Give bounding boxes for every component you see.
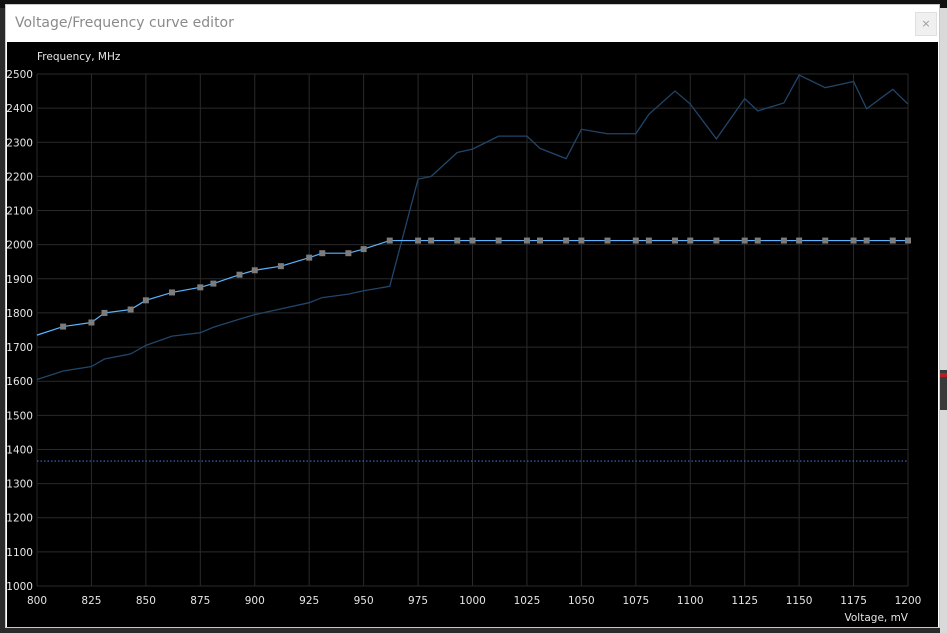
x-tick-label: 850	[136, 595, 156, 607]
y-tick-label: 2200	[7, 171, 33, 183]
x-tick-label: 1025	[514, 595, 541, 607]
y-tick-label: 1700	[7, 342, 33, 354]
curve-point-handle[interactable]	[142, 297, 149, 304]
x-tick-label: 1125	[731, 595, 758, 607]
curve-point-handle[interactable]	[905, 237, 911, 244]
y-tick-label: 2000	[7, 240, 33, 252]
y-tick-label: 1900	[7, 274, 33, 286]
curve-point-handle[interactable]	[563, 237, 570, 244]
curve-point-handle[interactable]	[428, 237, 435, 244]
close-button[interactable]: ×	[915, 12, 937, 36]
curve-point-handle[interactable]	[632, 237, 639, 244]
curve-point-handle[interactable]	[850, 237, 857, 244]
curve-point-handle[interactable]	[306, 254, 313, 261]
x-tick-label: 925	[299, 595, 319, 607]
y-tick-label: 2500	[7, 69, 33, 81]
y-tick-label: 1600	[7, 376, 33, 388]
y-tick-label: 2100	[7, 206, 33, 218]
curve-point-handle[interactable]	[469, 237, 476, 244]
curve-point-handle[interactable]	[127, 306, 134, 313]
curve-point-handle[interactable]	[345, 250, 352, 257]
title-bar[interactable]: Voltage/Frequency curve editor ×	[6, 5, 939, 41]
y-tick-label: 1400	[7, 444, 33, 456]
x-tick-label: 825	[81, 595, 101, 607]
x-tick-label: 975	[408, 595, 428, 607]
curve-point-handle[interactable]	[495, 237, 502, 244]
y-tick-label: 1500	[7, 410, 33, 422]
x-tick-label: 1175	[840, 595, 867, 607]
x-tick-label: 1100	[677, 595, 704, 607]
curve-point-handle[interactable]	[88, 319, 95, 326]
y-tick-label: 1300	[7, 479, 33, 491]
x-axis-label: Voltage, mV	[845, 612, 909, 624]
x-tick-label: 800	[27, 595, 47, 607]
x-tick-label: 875	[190, 595, 210, 607]
curve-point-handle[interactable]	[386, 237, 393, 244]
curve-point-handle[interactable]	[454, 237, 461, 244]
default-curve-line	[36, 74, 909, 381]
curve-point-handle[interactable]	[360, 246, 367, 253]
vf-curve-chart[interactable]: 800 825 850 875 900 925 950 975 1000 1025 1050 1075…	[6, 42, 938, 627]
curve-point-handle[interactable]	[277, 263, 284, 270]
curve-point-handle[interactable]	[578, 237, 585, 244]
curve-point-handle[interactable]	[780, 237, 787, 244]
curve-point-handle[interactable]	[687, 237, 694, 244]
curve-point-handle[interactable]	[822, 237, 829, 244]
y-tick-label: 1800	[7, 308, 33, 320]
curve-point-handle[interactable]	[754, 237, 761, 244]
window-title: Voltage/Frequency curve editor	[15, 15, 234, 31]
y-tick-label: 1200	[7, 513, 33, 525]
curve-point-handle[interactable]	[236, 271, 243, 278]
y-tick-label: 1100	[7, 547, 33, 559]
curve-point-handle[interactable]	[251, 267, 258, 274]
curve-point-handle[interactable]	[537, 237, 544, 244]
curve-point-handle[interactable]	[889, 237, 896, 244]
curve-point-handle[interactable]	[169, 289, 176, 296]
curve-point-handle[interactable]	[523, 237, 530, 244]
x-tick-label: 1075	[622, 595, 649, 607]
curve-editor-window: Voltage/Frequency curve editor × 800 825 8…	[5, 4, 940, 628]
y-tick-label: 2400	[7, 103, 33, 115]
x-tick-label: 1200	[895, 595, 922, 607]
x-tick-label: 1000	[459, 595, 486, 607]
y-axis-label: Frequency, MHz	[37, 51, 121, 63]
curve-point-handle[interactable]	[645, 237, 652, 244]
curve-point-handle[interactable]	[672, 237, 679, 244]
close-icon: ×	[921, 17, 931, 30]
x-tick-label: 1150	[786, 595, 813, 607]
curve-point-handle[interactable]	[863, 237, 870, 244]
y-tick-label: 1000	[7, 581, 33, 593]
curve-point-handle[interactable]	[415, 237, 422, 244]
curve-point-handle[interactable]	[210, 280, 217, 287]
curve-point-handle[interactable]	[60, 323, 67, 330]
curve-point-handle[interactable]	[604, 237, 611, 244]
vf-curve-plot[interactable]: 800 825 850 875 900 925 950 975 1000 1025 1050 1075…	[6, 42, 938, 627]
x-tick-label: 1050	[568, 595, 595, 607]
curve-point-handle[interactable]	[796, 237, 803, 244]
curve-point-handle[interactable]	[741, 237, 748, 244]
background-app-edge	[940, 8, 947, 633]
x-tick-label: 900	[245, 595, 265, 607]
curve-point-handle[interactable]	[197, 284, 204, 291]
curve-point-handle[interactable]	[101, 309, 108, 316]
curve-point-handle[interactable]	[713, 237, 720, 244]
curve-point-handle[interactable]	[319, 250, 326, 257]
x-tick-label: 950	[354, 595, 374, 607]
y-tick-label: 2300	[7, 137, 33, 149]
